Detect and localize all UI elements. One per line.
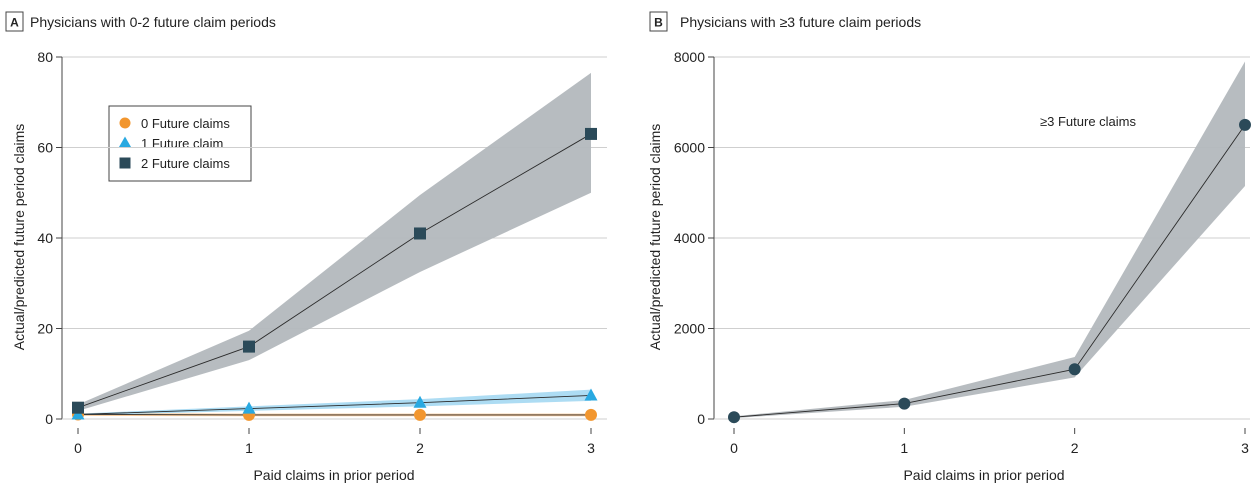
panel-a-point-series-2: [243, 341, 255, 353]
panel-a-xlabel: Paid claims in prior period: [253, 467, 414, 483]
panel-a-ytick-label: 80: [37, 49, 53, 65]
panel-a-letter: A: [10, 16, 19, 30]
panel-a-ylabel: Actual/predicted future period claims: [11, 124, 27, 350]
panel-b-xtick-label: 3: [1241, 440, 1249, 456]
panel-a-xtick-label: 2: [416, 440, 424, 456]
panel-a-point-series-2: [72, 402, 84, 414]
panel-b-xtick-label: 0: [730, 440, 738, 456]
panel-b-point-series-0: [1239, 119, 1251, 131]
panel-b-band-series-0: [734, 62, 1245, 419]
legend-marker-2-future: [120, 158, 131, 169]
panel-b-title: Physicians with ≥3 future claim periods: [680, 14, 921, 30]
panel-b-ylabel: Actual/predicted future period claims: [647, 124, 663, 350]
panel-b-header: B Physicians with ≥3 future claim period…: [650, 12, 921, 31]
legend-label-1-future: 1 Future claim: [141, 136, 223, 151]
panel-b-letter: B: [654, 16, 663, 30]
panel-a-title: Physicians with 0-2 future claim periods: [30, 14, 276, 30]
panel-a-xtick-label: 1: [245, 440, 253, 456]
panel-a-point-series-2: [585, 128, 597, 140]
panel-a-xtick-label: 3: [587, 440, 595, 456]
panel-b-ytick-label: 0: [697, 411, 705, 427]
panel-a-point-series-2: [414, 227, 426, 239]
panel-a-ytick-label: 20: [37, 321, 53, 337]
legend-label-2-future: 2 Future claims: [141, 156, 230, 171]
panel-a-header: A Physicians with 0-2 future claim perio…: [6, 12, 276, 31]
panel-a-ytick-label: 40: [37, 230, 53, 246]
panel-b-point-series-0: [1069, 363, 1081, 375]
panel-b-xtick-label: 2: [1071, 440, 1079, 456]
legend-marker-0-future: [120, 118, 131, 129]
panel-b-ytick-label: 2000: [674, 321, 705, 337]
panel-b-point-series-0: [898, 398, 910, 410]
panel-a-ytick-label: 0: [45, 411, 53, 427]
panel-b-ytick-label: 8000: [674, 49, 705, 65]
panel-b-xtick-label: 1: [900, 440, 908, 456]
legend-label-0-future: 0 Future claims: [141, 116, 230, 131]
panel-a-ytick-label: 60: [37, 140, 53, 156]
panel-b-xlabel: Paid claims in prior period: [903, 467, 1064, 483]
panel-a-xtick-label: 0: [74, 440, 82, 456]
panel-b-point-series-0: [728, 411, 740, 423]
panel-a-legend: 0 Future claims 1 Future claim 2 Future …: [109, 106, 251, 181]
panel-a-point-series-0: [414, 409, 426, 421]
panel-b-ytick-label: 6000: [674, 140, 705, 156]
panel-a-point-series-0: [585, 409, 597, 421]
panel-b-annotation: ≥3 Future claims: [1040, 114, 1136, 129]
panel-b-ytick-label: 4000: [674, 230, 705, 246]
